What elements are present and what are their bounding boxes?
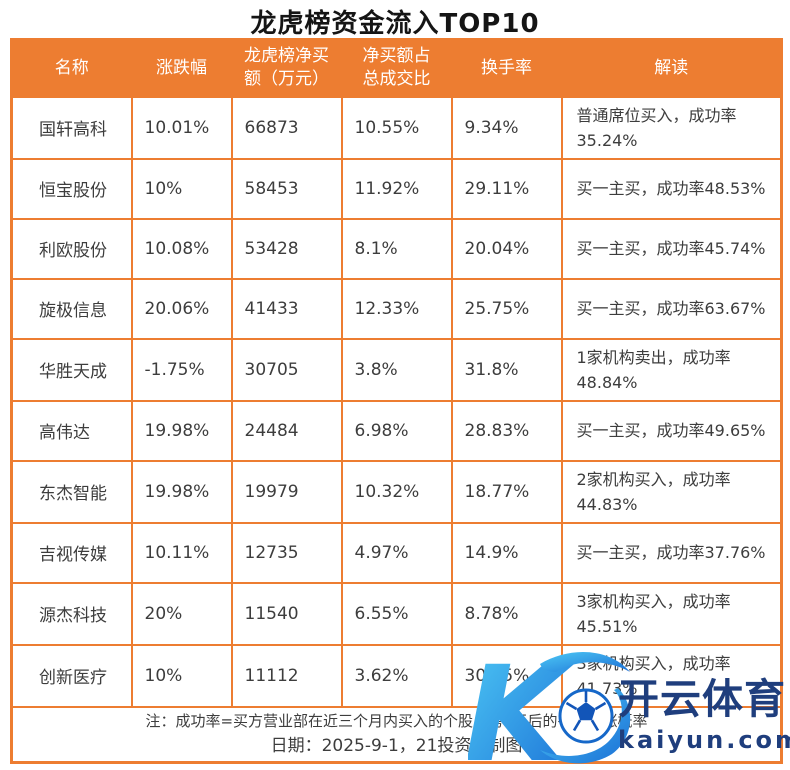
interpretation: 3家机构买入，成功率45.51%	[560, 581, 783, 646]
change-percent: 20%	[130, 581, 233, 646]
change-percent: 20.06%	[130, 277, 233, 340]
interpretation: 3家机构买入，成功率41.73%	[560, 643, 783, 708]
turnover-rate: 30.55%	[450, 643, 563, 708]
change-percent: 10.08%	[130, 217, 233, 280]
net-buy-amount: 11540	[230, 581, 343, 646]
turnover-rate: 8.78%	[450, 581, 563, 646]
net-buy-amount: 24484	[230, 399, 343, 462]
stock-name: 吉视传媒	[10, 521, 133, 584]
turnover-rate: 28.83%	[450, 399, 563, 462]
turnover-rate: 25.75%	[450, 277, 563, 340]
interpretation: 1家机构卖出，成功率48.84%	[560, 337, 783, 402]
change-percent: 19.98%	[130, 399, 233, 462]
net-buy-amount: 58453	[230, 157, 343, 220]
interpretation: 买一主买，成功率37.76%	[560, 521, 783, 584]
interpretation: 买一主买，成功率49.65%	[560, 399, 783, 462]
net-buy-ratio: 12.33%	[340, 277, 453, 340]
table-header: 名称 涨跌幅 龙虎榜净买 额（万元） 净买额占 总成交比 换手率 解读	[10, 38, 783, 98]
net-buy-ratio: 4.97%	[340, 521, 453, 584]
interpretation: 买一主买，成功率63.67%	[560, 277, 783, 340]
stock-name: 华胜天成	[10, 337, 133, 402]
table-row: 恒宝股份 10% 58453 11.92% 29.11% 买一主买，成功率48.…	[10, 157, 783, 220]
footer-row: 注：成功率=买方营业部在近三个月内买入的个股上榜5天后的平均上涨概率 日期：20…	[10, 705, 783, 764]
page-title: 龙虎榜资金流入TOP10	[250, 9, 540, 39]
turnover-rate: 18.77%	[450, 459, 563, 524]
net-buy-ratio: 6.98%	[340, 399, 453, 462]
net-buy-ratio: 6.55%	[340, 581, 453, 646]
change-percent: 10%	[130, 157, 233, 220]
net-buy-amount: 12735	[230, 521, 343, 584]
table-row: 源杰科技 20% 11540 6.55% 8.78% 3家机构买入，成功率45.…	[10, 581, 783, 646]
table-footer: 注：成功率=买方营业部在近三个月内买入的个股上榜5天后的平均上涨概率 日期：20…	[10, 705, 783, 764]
interpretation: 普通席位买入，成功率35.24%	[560, 95, 783, 160]
change-percent: 10%	[130, 643, 233, 708]
net-buy-ratio: 11.92%	[340, 157, 453, 220]
stock-name: 源杰科技	[10, 581, 133, 646]
net-buy-amount: 41433	[230, 277, 343, 340]
interpretation: 2家机构买入，成功率44.83%	[560, 459, 783, 524]
interpretation: 买一主买，成功率48.53%	[560, 157, 783, 220]
footnote-text: 注：成功率=买方营业部在近三个月内买入的个股上榜5天后的平均上涨概率	[145, 712, 648, 731]
turnover-rate: 20.04%	[450, 217, 563, 280]
table-row: 利欧股份 10.08% 53428 8.1% 20.04% 买一主买，成功率45…	[10, 217, 783, 280]
net-buy-amount: 19979	[230, 459, 343, 524]
top10-table: 名称 涨跌幅 龙虎榜净买 额（万元） 净买额占 总成交比 换手率 解读 国轩高科…	[10, 38, 783, 764]
col-header-change: 涨跌幅	[130, 38, 233, 98]
change-percent: -1.75%	[130, 337, 233, 402]
stock-name: 恒宝股份	[10, 157, 133, 220]
table-row: 吉视传媒 10.11% 12735 4.97% 14.9% 买一主买，成功率37…	[10, 521, 783, 584]
net-buy-ratio: 3.8%	[340, 337, 453, 402]
change-percent: 19.98%	[130, 459, 233, 524]
change-percent: 10.01%	[130, 95, 233, 160]
stock-name: 国轩高科	[10, 95, 133, 160]
stock-name: 高伟达	[10, 399, 133, 462]
date-source-text: 日期：2025-9-1，21投资通制图	[270, 736, 523, 757]
table-wrap: 名称 涨跌幅 龙虎榜净买 额（万元） 净买额占 总成交比 换手率 解读 国轩高科…	[10, 38, 783, 764]
turnover-rate: 9.34%	[450, 95, 563, 160]
net-buy-amount: 53428	[230, 217, 343, 280]
net-buy-ratio: 8.1%	[340, 217, 453, 280]
table-row: 国轩高科 10.01% 66873 10.55% 9.34% 普通席位买入，成功…	[10, 95, 783, 160]
col-header-netbuy: 龙虎榜净买 额（万元）	[230, 38, 343, 98]
footer-cell: 注：成功率=买方营业部在近三个月内买入的个股上榜5天后的平均上涨概率 日期：20…	[10, 705, 783, 764]
turnover-rate: 31.8%	[450, 337, 563, 402]
table-row: 高伟达 19.98% 24484 6.98% 28.83% 买一主买，成功率49…	[10, 399, 783, 462]
net-buy-amount: 66873	[230, 95, 343, 160]
net-buy-ratio: 10.55%	[340, 95, 453, 160]
col-header-interpret: 解读	[560, 38, 783, 98]
net-buy-amount: 11112	[230, 643, 343, 708]
table-row: 创新医疗 10% 11112 3.62% 30.55% 3家机构买入，成功率41…	[10, 643, 783, 708]
col-header-turnover: 换手率	[450, 38, 563, 98]
net-buy-ratio: 10.32%	[340, 459, 453, 524]
table-row: 旋极信息 20.06% 41433 12.33% 25.75% 买一主买，成功率…	[10, 277, 783, 340]
table-body: 国轩高科 10.01% 66873 10.55% 9.34% 普通席位买入，成功…	[10, 95, 783, 708]
interpretation: 买一主买，成功率45.74%	[560, 217, 783, 280]
stock-name: 东杰智能	[10, 459, 133, 524]
col-header-ratio: 净买额占 总成交比	[340, 38, 453, 98]
stock-name: 创新医疗	[10, 643, 133, 708]
table-row: 东杰智能 19.98% 19979 10.32% 18.77% 2家机构买入，成…	[10, 459, 783, 524]
change-percent: 10.11%	[130, 521, 233, 584]
turnover-rate: 29.11%	[450, 157, 563, 220]
net-buy-amount: 30705	[230, 337, 343, 402]
stock-name: 旋极信息	[10, 277, 133, 340]
col-header-name: 名称	[10, 38, 133, 98]
net-buy-ratio: 3.62%	[340, 643, 453, 708]
table-row: 华胜天成 -1.75% 30705 3.8% 31.8% 1家机构卖出，成功率4…	[10, 337, 783, 402]
stock-name: 利欧股份	[10, 217, 133, 280]
turnover-rate: 14.9%	[450, 521, 563, 584]
header-row: 名称 涨跌幅 龙虎榜净买 额（万元） 净买额占 总成交比 换手率 解读	[10, 38, 783, 98]
